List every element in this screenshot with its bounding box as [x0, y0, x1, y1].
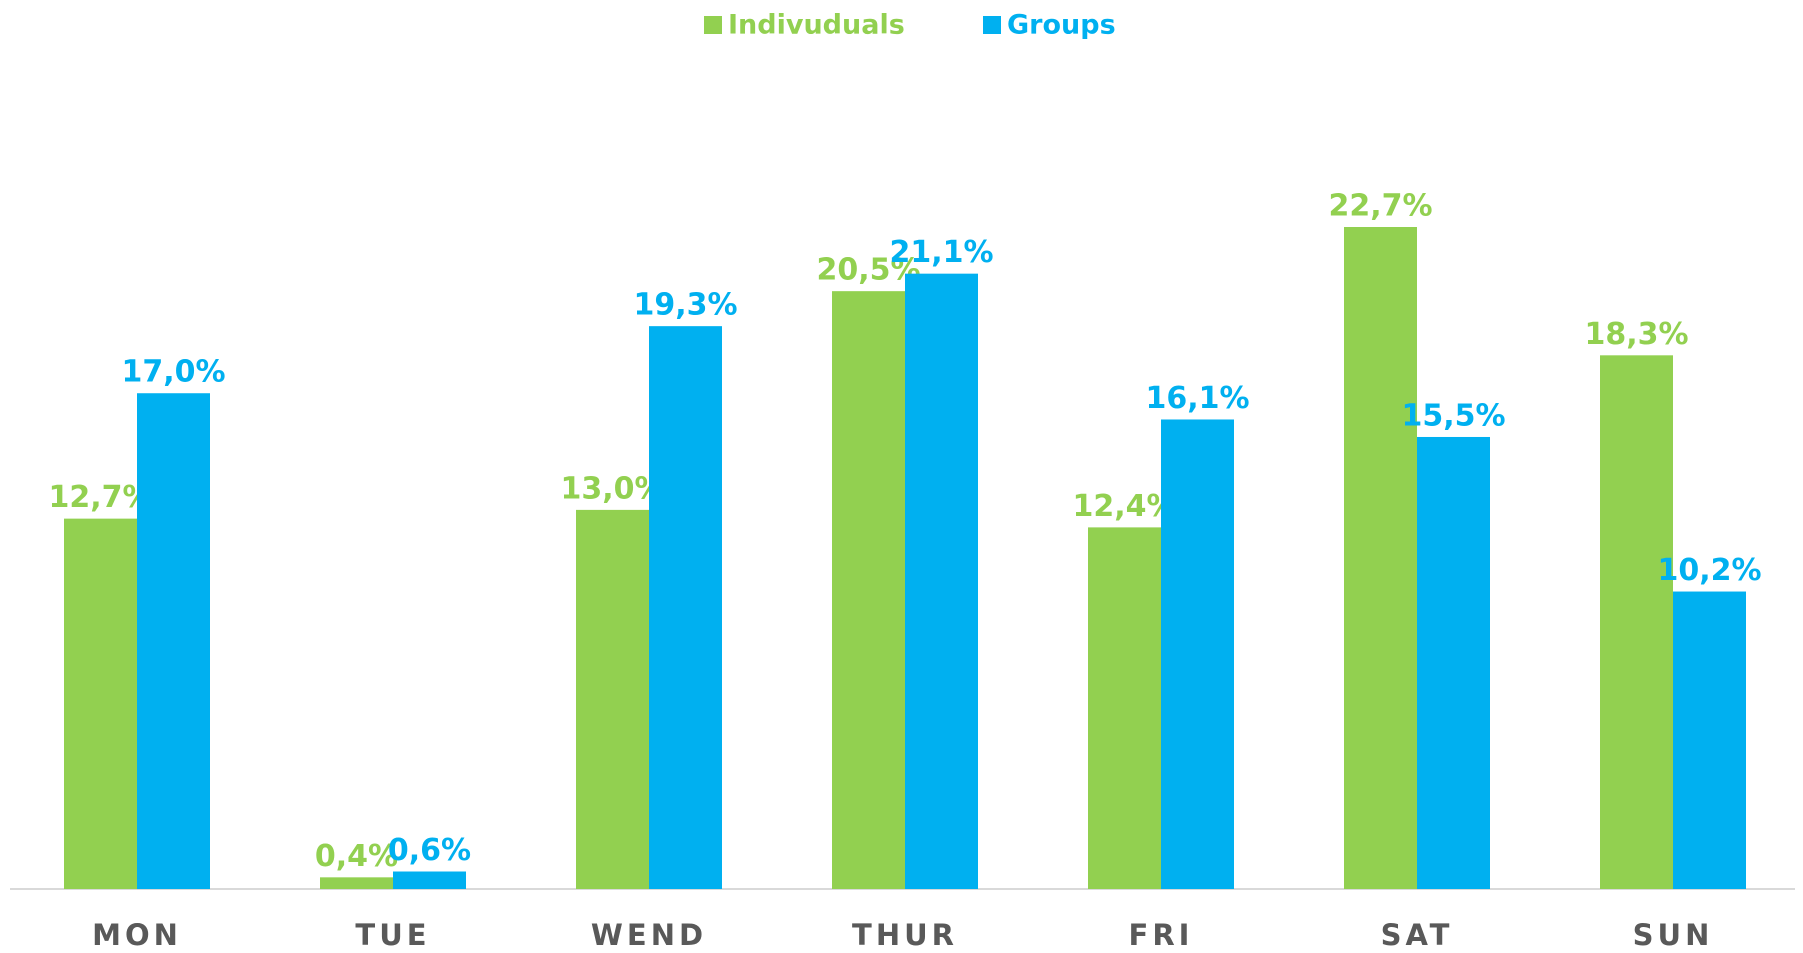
x-tick-label: THUR — [852, 918, 958, 952]
x-tick-label: SAT — [1381, 918, 1454, 952]
bar — [1161, 419, 1234, 889]
legend-swatch — [704, 16, 722, 34]
bar — [1673, 591, 1746, 889]
value-label: 16,1% — [1145, 381, 1249, 416]
bar — [137, 393, 210, 889]
bar — [1088, 527, 1161, 889]
value-label: 19,3% — [633, 288, 737, 323]
value-label: 10,2% — [1657, 553, 1761, 588]
bar — [832, 291, 905, 890]
bar — [320, 877, 393, 889]
bar — [649, 326, 722, 889]
value-label: 12,7% — [48, 480, 152, 515]
value-label: 0,4% — [315, 839, 398, 874]
legend-label: Groups — [1007, 10, 1116, 41]
bar — [576, 509, 649, 889]
x-tick-label: FRI — [1129, 918, 1194, 952]
value-label: 17,0% — [121, 355, 225, 390]
bar — [1344, 227, 1417, 889]
value-label: 13,0% — [560, 471, 664, 506]
value-label: 0,6% — [388, 833, 471, 868]
value-label: 20,5% — [816, 253, 920, 288]
bar — [393, 871, 466, 889]
bar — [1600, 355, 1673, 890]
legend-label: Indivuduals — [728, 10, 905, 41]
bar — [64, 518, 137, 889]
x-tick-label: WEND — [591, 918, 707, 952]
bar — [905, 273, 978, 890]
value-label: 22,7% — [1328, 189, 1432, 224]
value-label: 21,1% — [889, 235, 993, 270]
x-tick-label: MON — [92, 918, 182, 952]
x-tick-label: SUN — [1633, 918, 1714, 952]
value-label: 18,3% — [1584, 317, 1688, 352]
bar — [1417, 436, 1490, 889]
x-tick-label: TUE — [355, 918, 430, 952]
value-label: 15,5% — [1401, 398, 1505, 433]
value-label: 12,4% — [1072, 489, 1176, 524]
legend-swatch — [983, 16, 1001, 34]
